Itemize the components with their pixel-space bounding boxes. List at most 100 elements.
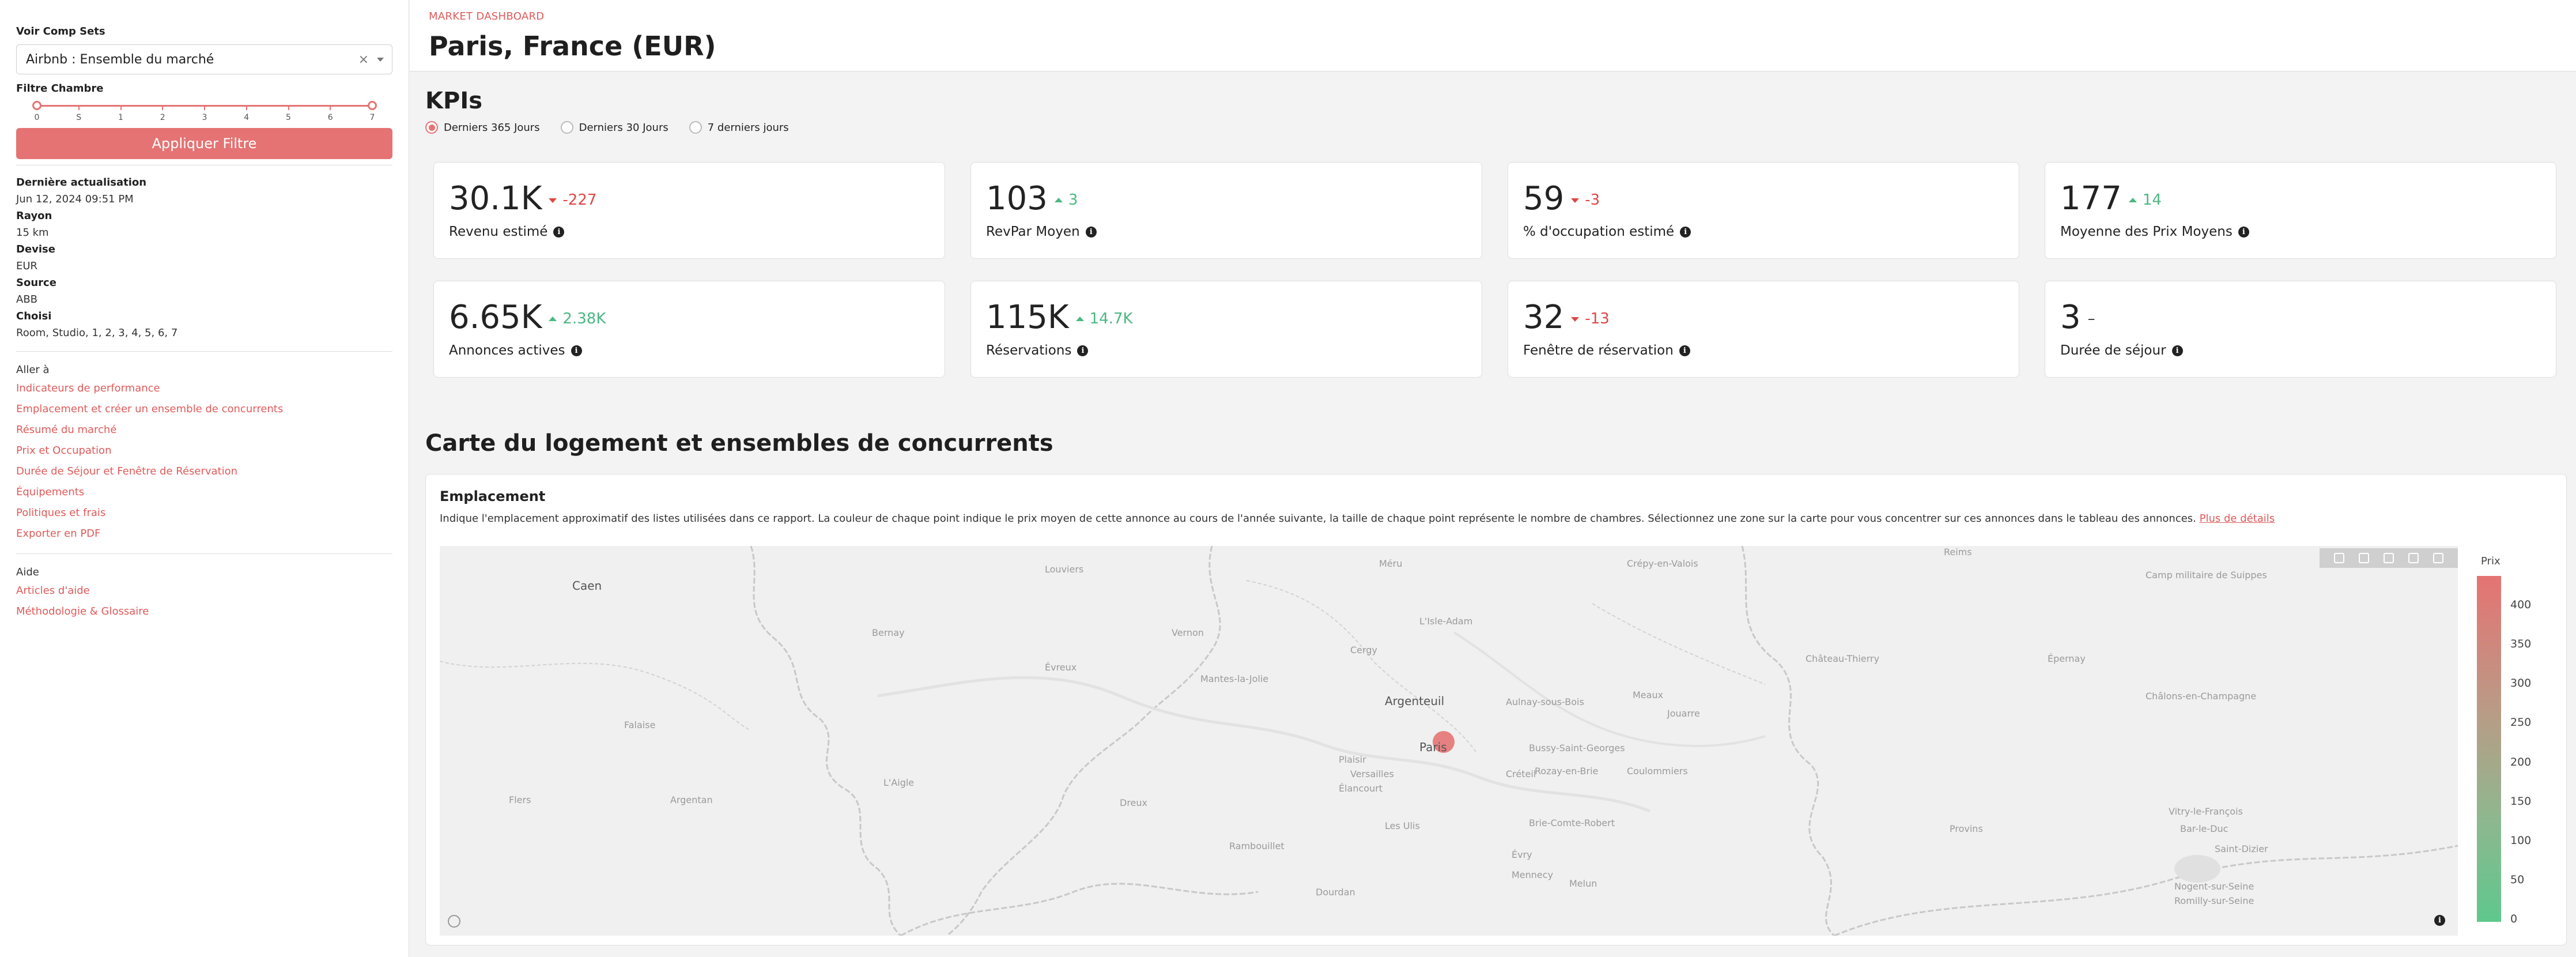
location-card-title: Emplacement: [440, 488, 546, 504]
meta-key: Dernière actualisation: [16, 176, 147, 189]
kpi-value: 3: [2060, 299, 2081, 336]
slider-min-handle[interactable]: [32, 101, 41, 110]
more-details-link[interactable]: Plus de détails: [2199, 513, 2275, 525]
map-place-label: Paris: [1419, 740, 1447, 754]
goto-link[interactable]: Équipements: [16, 486, 85, 498]
river-marne: [1453, 631, 1766, 747]
lasso-icon[interactable]: [2383, 553, 2394, 563]
comp-set-value: Airbnb : Ensemble du marché: [26, 52, 214, 67]
pan-icon[interactable]: [2333, 553, 2344, 563]
kpi-delta-value: -13: [1585, 310, 1610, 327]
kpi-delta: -3: [1571, 191, 1600, 209]
kpi-value: 59: [1523, 180, 1565, 217]
goto-link[interactable]: Emplacement et créer un ensemble de conc…: [16, 403, 284, 415]
slider-tick-label: 6: [327, 113, 333, 122]
info-icon[interactable]: i: [2238, 226, 2249, 238]
map-place-label: L'Aigle: [883, 777, 914, 788]
location-map[interactable]: Caen Louviers Bernay Vernon Évreux L'Isle-Ada…: [440, 546, 2458, 936]
price-colorbar: [2477, 576, 2501, 922]
info-icon[interactable]: i: [1085, 226, 1097, 238]
kpi-label-text: Fenêtre de réservation: [1523, 343, 1674, 358]
kpi-label: Réservations i: [986, 343, 1467, 358]
select-box-icon[interactable]: [2358, 553, 2369, 563]
map-place-label: Évreux: [1045, 662, 1077, 673]
goto-link[interactable]: Exporter en PDF: [16, 528, 101, 540]
kpi-delta: 14.7K: [1075, 310, 1133, 327]
reset-icon[interactable]: [2408, 553, 2419, 563]
goto-link[interactable]: Politiques et frais: [16, 507, 106, 519]
info-icon[interactable]: i: [553, 226, 565, 238]
map-place-label: Évry: [1512, 849, 1532, 860]
help-link[interactable]: Méthodologie & Glossaire: [16, 605, 149, 617]
map-place-label: Châlons-en-Champagne: [2146, 691, 2256, 702]
map-place-label: Vitry-le-François: [2169, 806, 2243, 817]
department-border: [440, 661, 751, 731]
apply-filter-button[interactable]: Appliquer Filtre: [16, 128, 392, 159]
info-icon[interactable]: i: [571, 345, 582, 356]
help-link[interactable]: Articles d'aide: [16, 585, 90, 597]
radio-circle-icon: [560, 121, 573, 134]
map-place-label: Cergy: [1350, 645, 1377, 655]
colorbar-tick-label: 100: [2510, 834, 2532, 847]
kpi-label-text: Durée de séjour: [2060, 343, 2166, 358]
colorbar-tick-label: 150: [2510, 794, 2532, 808]
comp-sets-label: Voir Comp Sets: [16, 25, 105, 37]
help-title: Aide: [16, 566, 39, 578]
kpi-delta: -13: [1571, 310, 1610, 327]
slider-tick: [78, 106, 80, 110]
period-radio[interactable]: Derniers 30 Jours: [560, 121, 668, 134]
bedroom-range-slider[interactable]: 0 S 1 2 3 4 5 6 7: [16, 97, 392, 122]
slider-track: [37, 105, 372, 107]
slider-tick: [162, 106, 164, 110]
map-place-label: Meaux: [1633, 690, 1663, 700]
kpi-label: Durée de séjour i: [2060, 343, 2541, 358]
slider-tick-label: 7: [369, 113, 375, 122]
slider-tick: [204, 106, 205, 110]
listing-cluster-paris[interactable]: [1433, 731, 1455, 753]
info-icon[interactable]: i: [1077, 345, 1089, 356]
kpi-delta-value: 3: [1068, 191, 1078, 209]
main-content: KPIs Derniers 365 Jours Derniers 30 Jours…: [425, 88, 2567, 945]
region-border: [900, 883, 1259, 936]
period-radio[interactable]: 7 derniers jours: [689, 121, 789, 134]
arrow-up-icon: [1054, 198, 1063, 202]
kpi-card: 6.65K 2.38K Annonces actives i: [433, 281, 945, 378]
kpi-value: 6.65K: [449, 299, 542, 336]
meta-value: Room, Studio, 1, 2, 3, 4, 5, 6, 7: [16, 327, 178, 339]
meta-key: Choisi: [16, 310, 52, 322]
slider-tick: [288, 106, 289, 110]
comp-set-select[interactable]: Airbnb : Ensemble du marché ×: [16, 44, 392, 74]
kpi-label: Annonces actives i: [449, 343, 930, 358]
report-meta: Dernière actualisation Jun 12, 2024 09:51…: [16, 175, 392, 342]
info-icon[interactable]: i: [1679, 345, 1690, 356]
map-place-label: Plaisir: [1339, 754, 1366, 765]
info-icon[interactable]: i: [2171, 345, 2183, 356]
divider: [16, 553, 392, 554]
info-icon[interactable]: i: [1680, 226, 1691, 238]
goto-link[interactable]: Prix et Occupation: [16, 444, 112, 457]
colorbar-tick-label: 50: [2510, 873, 2525, 886]
home-icon[interactable]: [2433, 553, 2444, 563]
meta-value: 15 km: [16, 227, 49, 239]
river-seine: [877, 676, 1650, 813]
map-toolbar: [2320, 548, 2458, 568]
meta-value: EUR: [16, 260, 38, 272]
kpi-card: 59 -3 % d'occupation estimé i: [1508, 162, 2019, 259]
department-border: [1592, 603, 1766, 685]
map-place-label: Élancourt: [1339, 783, 1383, 794]
clear-icon[interactable]: ×: [358, 52, 369, 67]
kpi-delta-value: –: [2087, 310, 2095, 327]
map-container: Caen Louviers Bernay Vernon Évreux L'Isle-Ada…: [440, 546, 2554, 936]
goto-link[interactable]: Durée de Séjour et Fenêtre de Réservatio…: [16, 465, 238, 477]
colorbar-tick-label: 300: [2510, 677, 2532, 690]
goto-link[interactable]: Résumé du marché: [16, 424, 117, 436]
goto-link[interactable]: Indicateurs de performance: [16, 382, 160, 394]
map-place-label: Méru: [1379, 558, 1402, 569]
slider-max-handle[interactable]: [368, 101, 377, 110]
kpi-card: 3– Durée de séjour i: [2045, 281, 2556, 378]
page-title: Paris, France (EUR): [429, 31, 716, 62]
map-svg: Caen Louviers Bernay Vernon Évreux L'Isle-Ada…: [440, 546, 2458, 936]
map-attribution-icon[interactable]: i: [2434, 915, 2445, 926]
chevron-down-icon[interactable]: [377, 57, 384, 62]
period-radio[interactable]: Derniers 365 Jours: [425, 121, 540, 134]
